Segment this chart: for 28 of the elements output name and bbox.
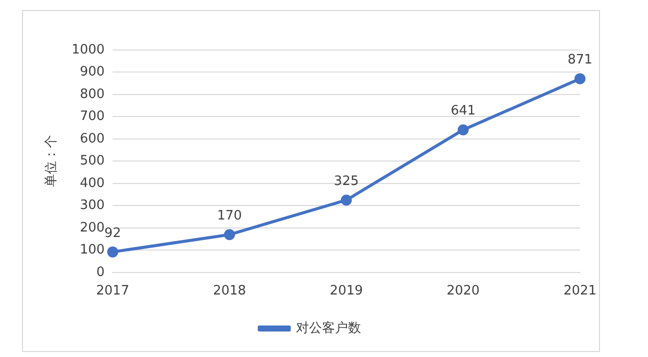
x-tick-label: 2017 — [96, 284, 130, 299]
x-tick-label: 2020 — [446, 284, 480, 299]
y-tick-label: 100 — [80, 242, 105, 258]
legend-label: 对公客户数 — [296, 320, 361, 336]
y-tick-label: 300 — [80, 198, 105, 214]
x-tick-label: 2021 — [563, 284, 597, 299]
point — [458, 124, 469, 136]
y-axis-title: 单位：个 — [44, 135, 60, 188]
y-tick-label: 200 — [80, 220, 105, 236]
y-tick-label: 0 — [96, 264, 105, 280]
data-label: 871 — [568, 52, 592, 68]
y-tick-label: 600 — [80, 131, 105, 146]
y-tick-label: 800 — [80, 86, 105, 102]
point — [574, 73, 586, 84]
point — [340, 194, 352, 206]
x-tick-label: 2019 — [330, 284, 363, 299]
data-label: 325 — [334, 174, 359, 189]
y-tick-label: 500 — [80, 154, 105, 169]
y-tick-label: 900 — [80, 64, 105, 80]
data-label: 641 — [450, 104, 476, 119]
point — [224, 229, 236, 240]
y-tick-label: 400 — [80, 176, 105, 191]
data-label: 170 — [217, 208, 242, 224]
data-label: 92 — [104, 226, 121, 241]
x-tick-label: 2018 — [212, 284, 246, 299]
point — [107, 246, 118, 258]
y-tick-label: 1000 — [72, 42, 105, 58]
y-tick-label: 700 — [80, 109, 105, 124]
